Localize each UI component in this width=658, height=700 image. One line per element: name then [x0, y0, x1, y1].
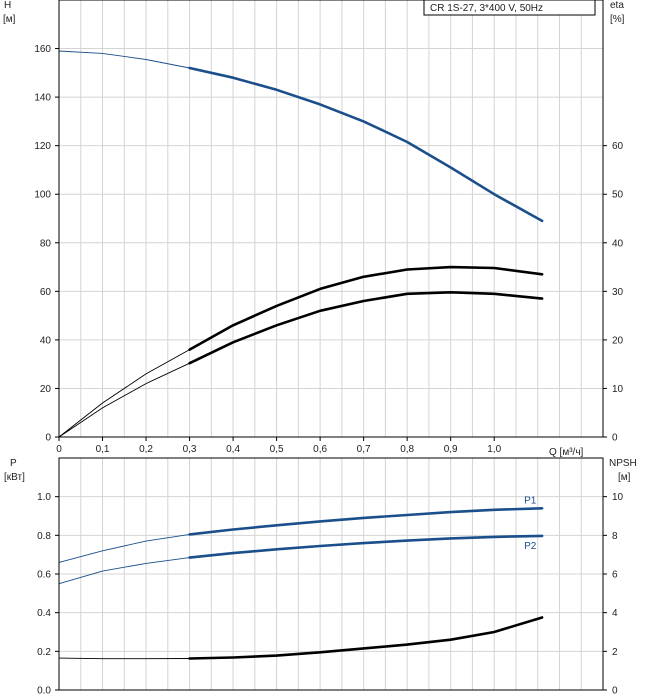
x-axis-label: Q [м³/ч] [549, 447, 584, 458]
top-series-1-curve-extrapolated [58, 349, 190, 438]
bottom-series-2-curve [188, 616, 544, 660]
bottom-right-tick-label: 0 [612, 686, 618, 697]
top-right-tick-label: 40 [612, 238, 624, 249]
top-series-2-curve [188, 291, 544, 365]
bottom-right-tick-label: 10 [612, 492, 624, 503]
chart-title: CR 1S-27, 3*400 V, 50Hz [430, 3, 543, 14]
bottom-left-tick-label: 0.0 [37, 686, 51, 697]
top-plot-axes: 0 20 40 60 80 100 120 140 160 0 10 20 30 40 50 60 0 0,1 0,… [34, 0, 624, 455]
bottom-left-tick-label: 0.8 [37, 531, 51, 542]
bottom-p2-curve-extrapolated [58, 557, 190, 585]
top-left-axis-label-unit: [м] [3, 14, 16, 25]
x-tick-label: 0,3 [183, 444, 197, 455]
bottom-plot-series: P1 P2 [58, 495, 544, 660]
bottom-left-tick-label: 1.0 [37, 492, 51, 503]
bottom-left-axis-label-symbol: P [10, 458, 17, 469]
top-left-tick-label: 140 [34, 93, 51, 104]
bottom-plot-axes: 0.0 0.2 0.4 0.6 0.8 1.0 0 2 4 6 8 10 [37, 457, 624, 697]
bottom-right-axis-label-unit: [м] [618, 472, 631, 483]
top-right-tick-label: 10 [612, 384, 624, 395]
bottom-p1-curve [188, 507, 544, 536]
bottom-right-tick-label: 4 [612, 608, 618, 619]
top-plot-grid [59, 0, 603, 437]
top-right-tick-label: 20 [612, 335, 624, 346]
bottom-left-tick-label: 0.2 [37, 647, 51, 658]
top-left-tick-label: 120 [34, 141, 51, 152]
bottom-right-tick-label: 2 [612, 647, 618, 658]
top-left-tick-label: 80 [40, 238, 52, 249]
top-plot-frame [58, 0, 604, 438]
bottom-left-axis-label-unit: [кВт] [4, 472, 25, 483]
top-right-axis-label-unit: [%] [610, 14, 625, 25]
x-tick-label: 0,8 [400, 444, 414, 455]
x-tick-label: 0,4 [226, 444, 240, 455]
top-left-axis-label-symbol: H [4, 0, 11, 11]
series-label-p1: P1 [524, 495, 537, 506]
top-left-tick-label: 0 [45, 433, 51, 444]
top-left-tick-label: 60 [40, 287, 52, 298]
bottom-series-2-curve-extrapolated [58, 657, 190, 660]
chart-title-box [423, 0, 596, 16]
x-tick-label: 0,6 [313, 444, 327, 455]
x-tick-label: 0 [56, 444, 62, 455]
bottom-p2-curve [188, 534, 544, 559]
top-series-0-curve [188, 66, 544, 223]
top-right-tick-label: 50 [612, 190, 624, 201]
top-right-tick-label: 30 [612, 287, 624, 298]
top-series-0-curve-extrapolated [58, 50, 190, 69]
top-series-2-curve-extrapolated [58, 362, 190, 438]
top-left-tick-label: 20 [40, 384, 52, 395]
top-left-tick-label: 100 [34, 190, 51, 201]
top-left-tick-label: 40 [40, 335, 52, 346]
top-right-tick-label: 60 [612, 141, 624, 152]
bottom-right-tick-label: 8 [612, 531, 618, 542]
bottom-right-axis-label-symbol: NPSH [609, 458, 637, 469]
x-tick-label: 0,9 [444, 444, 458, 455]
x-tick-label: 1,0 [487, 444, 501, 455]
top-plot-series [58, 50, 544, 438]
x-tick-label: 0,7 [357, 444, 371, 455]
top-series-1-curve [188, 265, 544, 351]
x-tick-label: 0,5 [270, 444, 284, 455]
bottom-plot-grid [59, 458, 603, 690]
top-right-tick-label: 0 [612, 433, 618, 444]
top-left-tick-label: 160 [34, 44, 51, 55]
bottom-right-tick-label: 6 [612, 570, 618, 581]
bottom-left-tick-label: 0.6 [37, 570, 51, 581]
top-right-axis-label-symbol: eta [610, 0, 624, 11]
x-tick-label: 0,1 [96, 444, 110, 455]
x-tick-label: 0,2 [139, 444, 153, 455]
bottom-p1-curve-extrapolated [58, 533, 190, 563]
bottom-left-tick-label: 0.4 [37, 608, 51, 619]
series-label-p2: P2 [524, 541, 537, 552]
